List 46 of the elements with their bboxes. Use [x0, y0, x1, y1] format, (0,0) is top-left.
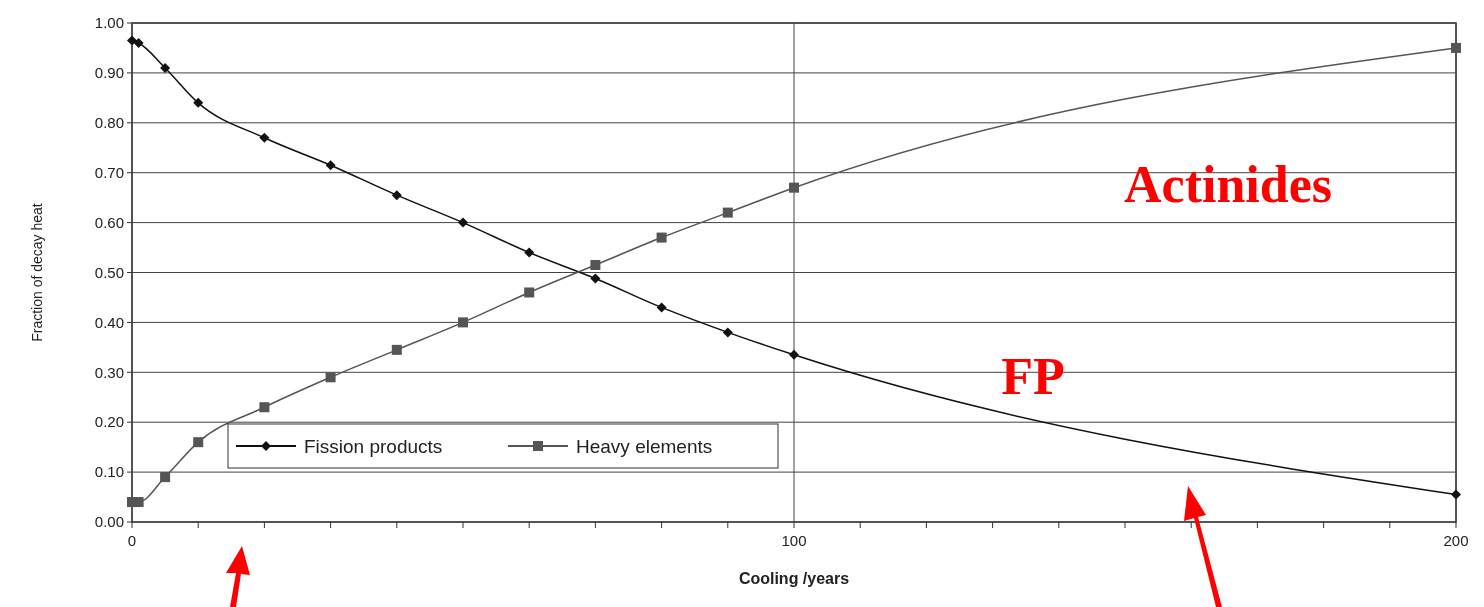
x-tick-label: 100: [781, 532, 807, 549]
legend-label: Fission products: [304, 435, 443, 457]
y-tick-label: 0.10: [94, 463, 124, 481]
point: [391, 344, 402, 355]
point: [133, 497, 144, 508]
point: [160, 62, 171, 73]
point: [259, 132, 270, 143]
y-tick-label: 0.90: [94, 64, 124, 82]
y-tick-label: 0.20: [94, 413, 124, 431]
y-axis-title: Fraction of decay heat: [29, 203, 45, 342]
point: [656, 232, 667, 243]
point: [193, 437, 204, 448]
point: [789, 349, 799, 360]
point: [590, 273, 601, 284]
point: [590, 260, 601, 271]
point: [656, 302, 667, 313]
y-tick-label: 0.30: [94, 363, 124, 381]
point: [325, 160, 336, 171]
x-axis-title: Cooling /years: [738, 570, 850, 587]
point: [1451, 489, 1461, 500]
point: [133, 37, 144, 48]
point: [458, 317, 468, 328]
point: [722, 207, 733, 218]
point: [391, 190, 402, 201]
annotation: Actinides: [1124, 156, 1332, 213]
point: [325, 372, 336, 383]
x-tick-label: 200: [1443, 532, 1469, 549]
point: [722, 327, 733, 338]
y-tick-label: 1.00: [94, 14, 124, 32]
y-tick-label: 0.00: [94, 513, 124, 531]
y-tick-label: 0.60: [94, 213, 124, 231]
point: [127, 35, 137, 46]
point: [259, 402, 270, 413]
y-tick-label: 0.70: [94, 163, 124, 181]
point: [524, 287, 535, 298]
point: [458, 217, 468, 228]
point: [193, 97, 204, 108]
y-tick-label: 0.50: [94, 263, 124, 281]
legend-label: Heavy elements: [576, 435, 713, 457]
y-tick-label: 0.40: [94, 313, 124, 331]
point: [1451, 42, 1461, 53]
point: [160, 472, 171, 483]
point: [524, 247, 535, 258]
x-tick-label: 0: [127, 532, 137, 549]
y-tick-label: 0.80: [94, 114, 124, 132]
point: [789, 182, 799, 193]
